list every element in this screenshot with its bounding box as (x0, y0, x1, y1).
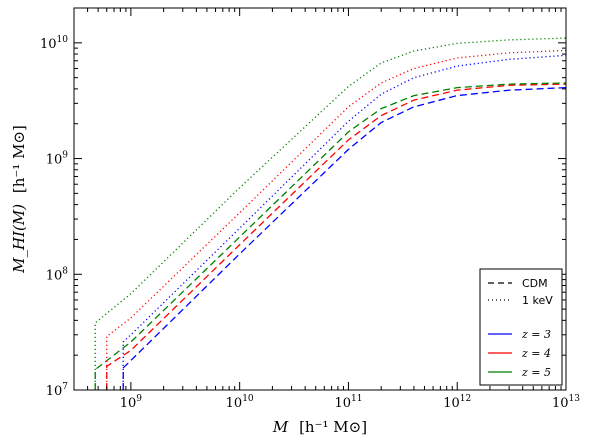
x-tick-label: 1012 (443, 394, 471, 411)
y-axis-label: M_HI(M) [h⁻¹ M⊙] (10, 125, 28, 274)
series-1kev-z3 (122, 54, 566, 390)
legend-z5-label: z = 5 (521, 366, 551, 379)
x-tick-label: 1013 (552, 394, 580, 411)
y-tick-label: 109 (46, 151, 69, 168)
y-tick-label: 1010 (40, 35, 68, 52)
y-axis-label-main: M_HI(M) (10, 204, 28, 274)
x-axis-label: M [h⁻¹ M⊙] (272, 418, 367, 436)
series-cdm-z3 (122, 86, 566, 390)
legend-1kev-label: 1 keV (522, 294, 553, 307)
legend: CDM 1 keV z = 3 z = 4 z = 5 (479, 268, 563, 386)
x-axis-label-unit: [h⁻¹ M⊙] (299, 418, 367, 436)
series-1kev-z4 (106, 49, 566, 390)
legend-z4-label: z = 4 (521, 347, 551, 360)
legend-z3-label: z = 3 (521, 328, 551, 341)
legend-cdm-label: CDM (522, 277, 548, 290)
y-tick-label: 107 (46, 382, 69, 399)
series-cdm-z5 (94, 82, 566, 390)
series-cdm-z4 (106, 83, 566, 390)
plot-frame (73, 7, 567, 391)
legend-box (479, 268, 563, 386)
x-axis-label-main: M (272, 418, 289, 436)
y-tick-label: 108 (46, 266, 69, 283)
x-tick-label: 1010 (226, 394, 254, 411)
x-tick-label: 109 (120, 394, 143, 411)
y-axis-label-unit: [h⁻¹ M⊙] (10, 125, 28, 193)
x-tick-label: 1011 (334, 394, 362, 411)
